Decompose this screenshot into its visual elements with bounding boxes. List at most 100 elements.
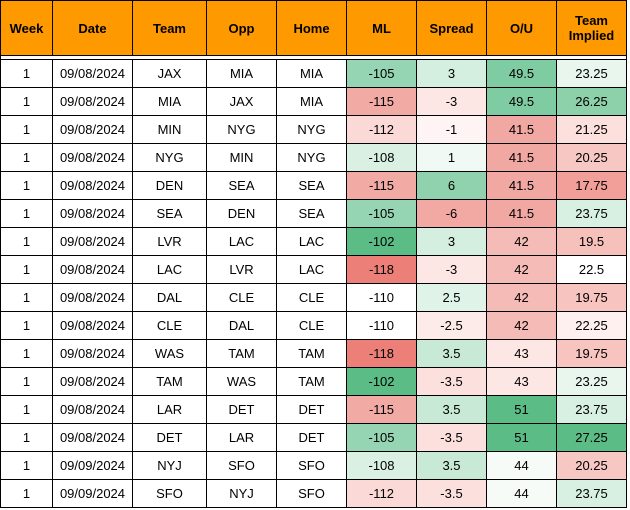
- cell-date[interactable]: 09/08/2024: [52, 255, 133, 284]
- cell-ou[interactable]: 41.5: [486, 199, 557, 228]
- cell-week[interactable]: 1: [0, 367, 53, 396]
- cell-week[interactable]: 1: [0, 423, 53, 452]
- cell-opp[interactable]: WAS: [206, 367, 277, 396]
- cell-team-implied[interactable]: 19.5: [556, 227, 627, 256]
- cell-date[interactable]: 09/09/2024: [52, 479, 133, 508]
- column-header-date[interactable]: Date: [52, 0, 133, 56]
- cell-date[interactable]: 09/08/2024: [52, 227, 133, 256]
- cell-ou[interactable]: 43: [486, 367, 557, 396]
- cell-team-implied[interactable]: 20.25: [556, 143, 627, 172]
- cell-week[interactable]: 1: [0, 311, 53, 340]
- column-header-spread[interactable]: Spread: [416, 0, 487, 56]
- cell-ou[interactable]: 51: [486, 423, 557, 452]
- cell-ou[interactable]: 43: [486, 339, 557, 368]
- cell-week[interactable]: 1: [0, 199, 53, 228]
- cell-spread[interactable]: -3: [416, 87, 487, 116]
- cell-ou[interactable]: 42: [486, 255, 557, 284]
- cell-ou[interactable]: 44: [486, 479, 557, 508]
- cell-team[interactable]: DEN: [132, 171, 207, 200]
- cell-spread[interactable]: 3.5: [416, 395, 487, 424]
- cell-team[interactable]: DAL: [132, 283, 207, 312]
- cell-week[interactable]: 1: [0, 115, 53, 144]
- cell-team[interactable]: LAC: [132, 255, 207, 284]
- cell-week[interactable]: 1: [0, 451, 53, 480]
- cell-home[interactable]: LAC: [276, 255, 347, 284]
- cell-ml[interactable]: -110: [346, 311, 417, 340]
- cell-opp[interactable]: NYG: [206, 115, 277, 144]
- column-header-week[interactable]: Week: [0, 0, 53, 56]
- cell-team-implied[interactable]: 22.25: [556, 311, 627, 340]
- cell-ml[interactable]: -105: [346, 423, 417, 452]
- cell-date[interactable]: 09/08/2024: [52, 311, 133, 340]
- cell-team-implied[interactable]: 23.25: [556, 59, 627, 88]
- cell-ml[interactable]: -115: [346, 87, 417, 116]
- cell-date[interactable]: 09/08/2024: [52, 339, 133, 368]
- cell-team-implied[interactable]: 23.25: [556, 367, 627, 396]
- cell-opp[interactable]: SFO: [206, 451, 277, 480]
- cell-home[interactable]: TAM: [276, 367, 347, 396]
- cell-date[interactable]: 09/08/2024: [52, 87, 133, 116]
- cell-week[interactable]: 1: [0, 171, 53, 200]
- cell-ml[interactable]: -118: [346, 339, 417, 368]
- cell-team[interactable]: TAM: [132, 367, 207, 396]
- cell-team[interactable]: LVR: [132, 227, 207, 256]
- cell-team[interactable]: MIN: [132, 115, 207, 144]
- cell-home[interactable]: NYG: [276, 143, 347, 172]
- cell-team-implied[interactable]: 17.75: [556, 171, 627, 200]
- cell-team-implied[interactable]: 19.75: [556, 283, 627, 312]
- cell-team[interactable]: MIA: [132, 87, 207, 116]
- cell-ml[interactable]: -112: [346, 479, 417, 508]
- column-header-ou[interactable]: O/U: [486, 0, 557, 56]
- cell-ml[interactable]: -115: [346, 171, 417, 200]
- cell-date[interactable]: 09/08/2024: [52, 423, 133, 452]
- cell-week[interactable]: 1: [0, 87, 53, 116]
- cell-home[interactable]: SEA: [276, 171, 347, 200]
- cell-opp[interactable]: DET: [206, 395, 277, 424]
- cell-ou[interactable]: 41.5: [486, 143, 557, 172]
- cell-spread[interactable]: -1: [416, 115, 487, 144]
- cell-spread[interactable]: -2.5: [416, 311, 487, 340]
- column-header-home[interactable]: Home: [276, 0, 347, 56]
- cell-spread[interactable]: 1: [416, 143, 487, 172]
- cell-spread[interactable]: 3.5: [416, 451, 487, 480]
- cell-ou[interactable]: 42: [486, 227, 557, 256]
- cell-team[interactable]: CLE: [132, 311, 207, 340]
- cell-team[interactable]: NYG: [132, 143, 207, 172]
- cell-spread[interactable]: 3: [416, 227, 487, 256]
- column-header-team-implied[interactable]: Team Implied: [556, 0, 627, 56]
- cell-opp[interactable]: CLE: [206, 283, 277, 312]
- cell-ml[interactable]: -102: [346, 227, 417, 256]
- cell-week[interactable]: 1: [0, 143, 53, 172]
- cell-team[interactable]: DET: [132, 423, 207, 452]
- cell-week[interactable]: 1: [0, 59, 53, 88]
- cell-opp[interactable]: JAX: [206, 87, 277, 116]
- cell-team[interactable]: SFO: [132, 479, 207, 508]
- cell-team-implied[interactable]: 23.75: [556, 395, 627, 424]
- cell-spread[interactable]: -6: [416, 199, 487, 228]
- cell-opp[interactable]: NYJ: [206, 479, 277, 508]
- cell-ml[interactable]: -105: [346, 59, 417, 88]
- cell-ou[interactable]: 41.5: [486, 115, 557, 144]
- cell-opp[interactable]: SEA: [206, 171, 277, 200]
- cell-opp[interactable]: DAL: [206, 311, 277, 340]
- cell-home[interactable]: CLE: [276, 311, 347, 340]
- cell-team[interactable]: LAR: [132, 395, 207, 424]
- cell-home[interactable]: TAM: [276, 339, 347, 368]
- cell-ou[interactable]: 44: [486, 451, 557, 480]
- cell-date[interactable]: 09/08/2024: [52, 199, 133, 228]
- cell-home[interactable]: SFO: [276, 479, 347, 508]
- cell-team[interactable]: NYJ: [132, 451, 207, 480]
- cell-spread[interactable]: 6: [416, 171, 487, 200]
- cell-week[interactable]: 1: [0, 339, 53, 368]
- cell-home[interactable]: SEA: [276, 199, 347, 228]
- cell-opp[interactable]: LAR: [206, 423, 277, 452]
- cell-opp[interactable]: MIA: [206, 59, 277, 88]
- cell-week[interactable]: 1: [0, 283, 53, 312]
- cell-date[interactable]: 09/08/2024: [52, 395, 133, 424]
- cell-date[interactable]: 09/08/2024: [52, 367, 133, 396]
- cell-spread[interactable]: -3: [416, 255, 487, 284]
- cell-ml[interactable]: -102: [346, 367, 417, 396]
- cell-ml[interactable]: -108: [346, 451, 417, 480]
- cell-week[interactable]: 1: [0, 395, 53, 424]
- cell-ou[interactable]: 41.5: [486, 171, 557, 200]
